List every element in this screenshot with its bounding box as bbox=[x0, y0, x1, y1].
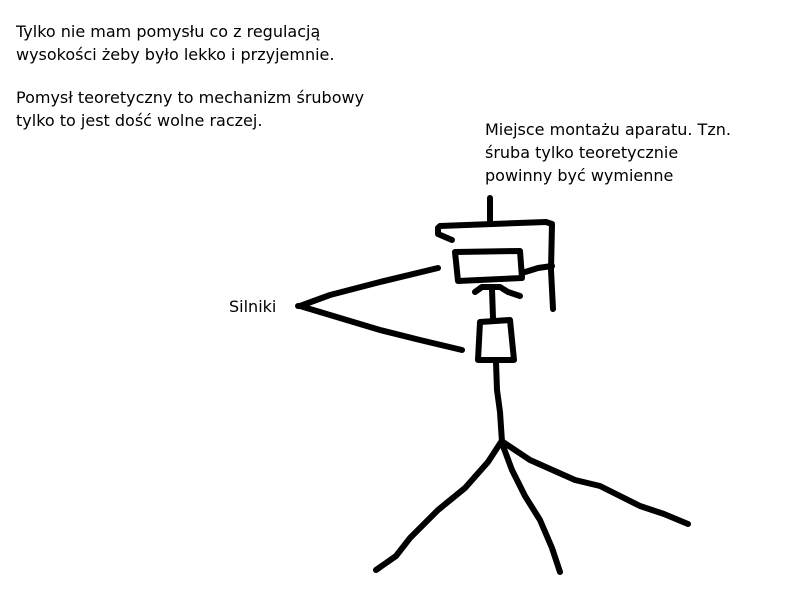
tripod-pole bbox=[493, 359, 505, 445]
height-adjustment-note: Tylko nie mam pomysłu co z regulacją wys… bbox=[16, 20, 334, 66]
motors-pointer-lower bbox=[297, 303, 465, 353]
height-adjustment-note-line-2: wysokości żeby było lekko i przyjemnie. bbox=[16, 45, 335, 64]
height-adjustment-note-line-1: Tylko nie mam pomysłu co z regulacją bbox=[16, 22, 321, 41]
screw-mechanism-note-line-2: tylko to jest dość wolne raczej. bbox=[16, 111, 263, 130]
tripod-leg-right bbox=[500, 439, 691, 527]
screw-mechanism-note-line-1: Pomysł teoretyczny to mechanizm śrubowy bbox=[16, 88, 365, 107]
camera-mount-note-line-2: śruba tylko teoretycznie bbox=[485, 143, 679, 162]
camera-mount-note-line-1: Miejsce montażu aparatu. Tzn. bbox=[485, 120, 731, 139]
tripod-leg-middle bbox=[500, 443, 563, 575]
motor-joint bbox=[472, 284, 523, 299]
screw-mechanism-note: Pomysł teoretyczny to mechanizm śrubowy … bbox=[16, 86, 364, 132]
lower-motor bbox=[475, 317, 517, 363]
bracket-left-arm bbox=[435, 225, 455, 243]
upper-motor bbox=[452, 248, 525, 284]
motors-pointer-upper bbox=[297, 265, 441, 309]
motor-bracket-link bbox=[519, 263, 555, 276]
camera-mount-note-line-3: powinny być wymienne bbox=[485, 166, 674, 185]
motor-joint-stem bbox=[489, 286, 496, 321]
camera-mount-note: Miejsce montażu aparatu. Tzn. śruba tylk… bbox=[485, 118, 731, 187]
motors-label: Silniki bbox=[229, 297, 277, 316]
tripod-leg-left bbox=[373, 439, 504, 573]
